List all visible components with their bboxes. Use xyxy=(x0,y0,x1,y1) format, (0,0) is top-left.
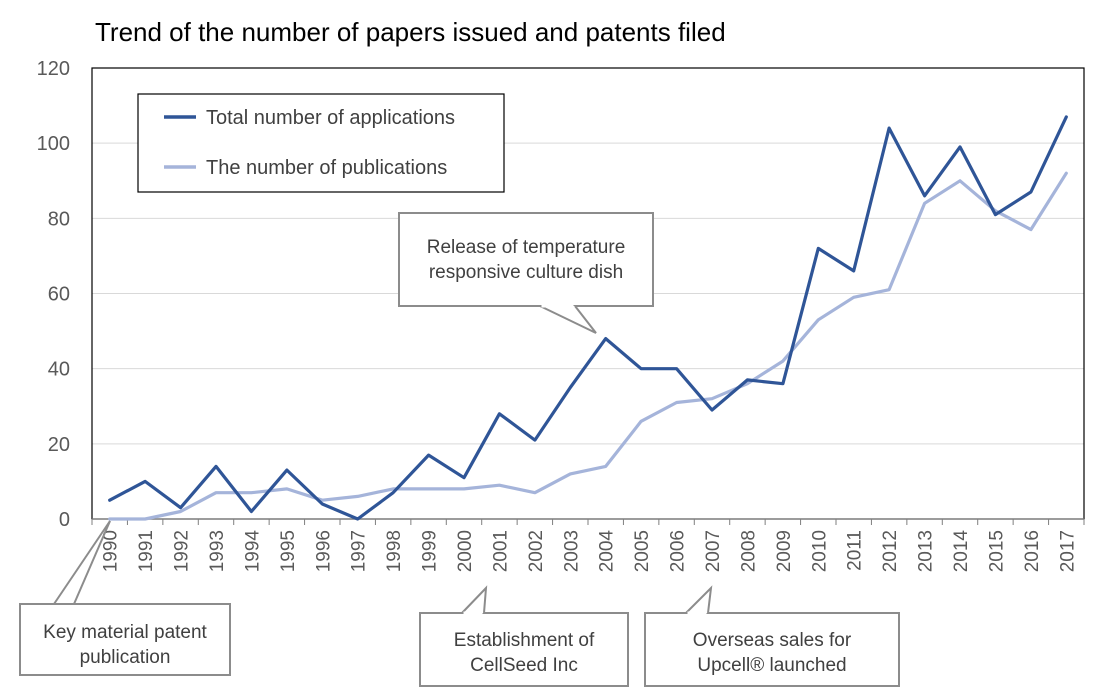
callout-pointer xyxy=(685,585,713,614)
callout-pointer xyxy=(53,520,111,605)
legend-entry: Total number of applications xyxy=(206,107,455,129)
callout-box xyxy=(19,603,231,676)
callouts: Release of temperature responsive culture… xyxy=(19,212,900,687)
y-tick-label: 0 xyxy=(59,509,70,531)
series-layer xyxy=(108,115,1068,521)
callout-pointer xyxy=(539,305,597,334)
callout-pointer xyxy=(461,585,488,614)
callout-text: Upcell® launched xyxy=(697,655,846,676)
x-tick-label: 2013 xyxy=(916,530,937,572)
x-tick-label: 1993 xyxy=(207,530,228,572)
callout-text: responsive culture dish xyxy=(429,262,623,283)
callout-text: Establishment of xyxy=(454,630,595,651)
y-tick-label: 20 xyxy=(48,434,70,456)
y-tick-label: 80 xyxy=(48,208,70,230)
callout-text: publication xyxy=(80,647,171,668)
x-tick-label: 2010 xyxy=(809,530,830,572)
y-tick-label: 120 xyxy=(37,58,70,80)
x-tick-label: 2004 xyxy=(597,530,618,573)
x-tick-label: 2015 xyxy=(986,530,1007,572)
callout: Release of temperature responsive culture… xyxy=(53,212,654,605)
series-line xyxy=(108,115,1068,521)
callout-pointer xyxy=(73,520,111,605)
legend-entry: The number of publications xyxy=(206,157,447,179)
x-tick-label: 2012 xyxy=(880,530,901,572)
x-tick-label: 2008 xyxy=(738,530,759,572)
x-tick-label: 1994 xyxy=(242,530,263,573)
x-tick-label: 1991 xyxy=(136,530,157,572)
x-tick-label: 2000 xyxy=(455,530,476,572)
x-tick-label: 2003 xyxy=(561,530,582,572)
y-tick-label: 40 xyxy=(48,359,70,381)
x-tick-label: 2014 xyxy=(951,530,972,573)
x-tick-label: 1996 xyxy=(313,530,334,572)
x-tick-label: 1995 xyxy=(278,530,299,572)
callout-box xyxy=(644,612,900,687)
x-tick-label: 1998 xyxy=(384,530,405,572)
callout: Establishment of CellSeed Inc xyxy=(419,585,629,687)
axes: 0 20 40 60 80 100 120 1990 1991 1992 1993 1994 1995 1… xyxy=(37,58,1085,573)
x-tick-label: 2005 xyxy=(632,530,653,572)
callout-text: Overseas sales for xyxy=(693,630,852,651)
callout-text: Key material patent xyxy=(43,622,207,643)
legend-box xyxy=(137,93,505,193)
x-tick-label: 2001 xyxy=(490,530,511,572)
x-tick-label: 2002 xyxy=(526,530,547,572)
y-tick-label: 100 xyxy=(37,133,70,155)
callout: Overseas sales for Upcell® launched xyxy=(644,585,900,687)
legend: Total number of applications The number o… xyxy=(137,93,505,193)
x-tick-label: 2009 xyxy=(774,530,795,572)
x-tick-label: 1997 xyxy=(349,530,370,572)
x-tick-label: 1990 xyxy=(101,530,122,572)
x-tick-label: 2006 xyxy=(668,530,689,572)
x-tick-label: 2011 xyxy=(845,530,866,571)
callout: Key material patent publication xyxy=(19,603,231,676)
y-tick-label: 60 xyxy=(48,284,70,306)
callout-box xyxy=(398,212,654,307)
x-tick-label: 1992 xyxy=(172,530,193,572)
callout-text: Release of temperature xyxy=(427,237,626,258)
x-tick-label: 1999 xyxy=(420,530,441,572)
x-tick-label: 2017 xyxy=(1057,530,1078,572)
callout-text: CellSeed Inc xyxy=(470,655,578,676)
x-tick-label: 2016 xyxy=(1022,530,1043,572)
chart-title: Trend of the number of papers issued and… xyxy=(95,17,726,47)
x-tick-label: 2007 xyxy=(703,530,724,572)
callout-box xyxy=(419,612,629,687)
